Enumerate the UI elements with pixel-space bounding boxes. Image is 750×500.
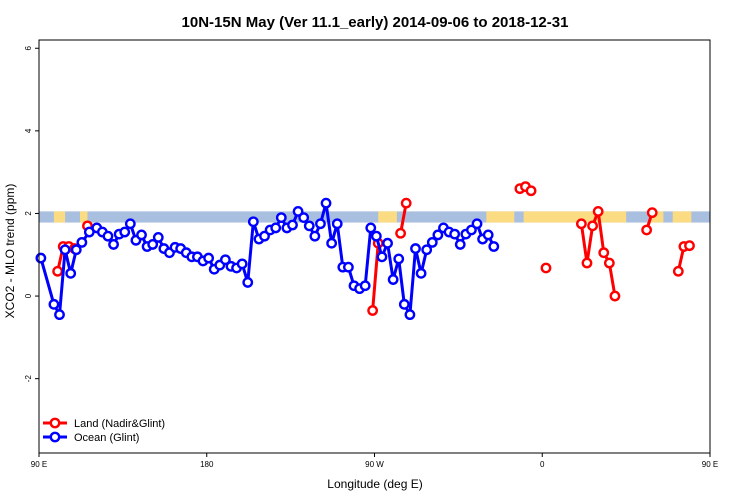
land-band-segment (650, 211, 664, 223)
ocean-point (315, 218, 326, 230)
ocean-point (421, 244, 433, 256)
ocean-point (320, 197, 332, 209)
ocean-point (59, 244, 71, 256)
land-point (609, 290, 621, 302)
x-tick-label: 90 W (365, 460, 384, 469)
x-tick-label: 90 E (702, 460, 718, 469)
legend-ocean-label: Ocean (Glint) (74, 432, 139, 444)
ocean-point (219, 254, 231, 266)
y-tick-label: 2 (24, 211, 33, 216)
ocean-point (152, 232, 164, 243)
x-tick-label: 0 (540, 460, 545, 469)
ocean-point (309, 230, 321, 242)
surface-type-band (39, 211, 710, 223)
y-tick-label: 6 (24, 45, 33, 50)
land-band-segment (486, 211, 515, 223)
data-series (35, 181, 695, 321)
land-point (367, 305, 379, 316)
ocean-point (326, 237, 338, 249)
ocean-point (365, 222, 377, 234)
ocean-point (387, 274, 399, 285)
land-point (592, 205, 604, 217)
x-axis-label: Longitude (deg E) (327, 477, 422, 491)
ocean-point (415, 267, 427, 279)
ocean-point (449, 228, 461, 240)
ocean-point (454, 239, 466, 250)
y-axis-label: XCO2 - MLO trend (ppm) (3, 184, 17, 319)
legend-box (40, 414, 190, 446)
ocean-point (54, 309, 65, 321)
land-point (540, 262, 552, 274)
land-point (587, 220, 598, 232)
ocean-point (343, 261, 354, 273)
legend-land-marker (49, 417, 61, 429)
x-tick-label: 180 (200, 460, 214, 469)
land-point (598, 247, 610, 259)
ocean-point (376, 251, 388, 263)
ocean-point (287, 219, 298, 231)
land-point (641, 224, 653, 236)
legend-land-label: Land (Nadir&Glint) (74, 418, 165, 430)
ocean-point (432, 229, 444, 241)
land-point (581, 257, 593, 269)
land-point (646, 207, 658, 219)
ocean-point (370, 230, 382, 242)
ocean-point (471, 218, 483, 230)
legend-ocean-marker (49, 431, 61, 443)
land-point (400, 197, 412, 209)
y-tick-label: -2 (24, 375, 33, 383)
ocean-point (65, 267, 77, 279)
ocean-point (298, 212, 310, 223)
ocean-point (247, 216, 259, 228)
ocean-band (39, 211, 710, 223)
land-point (575, 218, 587, 230)
ocean-point (35, 252, 47, 264)
land-series-line (371, 243, 380, 311)
ocean-point (108, 239, 119, 250)
ocean-point (236, 258, 248, 270)
ocean-point (398, 298, 410, 310)
ocean-point (331, 218, 343, 230)
legend: Land (Nadir&Glint) Ocean (Glint) (40, 414, 190, 446)
y-tick-label: 0 (24, 293, 33, 298)
land-band-segment (523, 211, 627, 223)
ocean-point (119, 226, 131, 238)
land-band-segment (672, 211, 692, 223)
ocean-point (382, 237, 393, 249)
land-point (603, 257, 615, 269)
land-band-segment (378, 211, 397, 223)
land-point (395, 227, 406, 239)
ocean-point (48, 298, 60, 310)
land-point (525, 185, 537, 197)
ocean-point (147, 239, 159, 250)
ocean-point (404, 309, 416, 321)
ocean-point (203, 252, 215, 264)
land-band-segment (80, 211, 88, 223)
ocean-point (393, 253, 405, 265)
ocean-point (242, 277, 254, 288)
ocean-point (70, 244, 82, 256)
ocean-point (426, 236, 438, 248)
ocean-point (482, 229, 494, 241)
axes: 90 E 180 90 W 0 90 E -2 0 2 4 6 (24, 45, 718, 469)
x-tick-label: 90 E (31, 460, 47, 469)
ocean-point (76, 236, 88, 248)
ocean-point (303, 220, 315, 232)
ocean-point (275, 212, 287, 223)
ocean-point (488, 241, 500, 252)
ocean-point (410, 243, 421, 254)
ocean-point (359, 280, 371, 292)
land-band-segment (53, 211, 66, 223)
ocean-point (102, 230, 114, 242)
land-point (684, 240, 695, 252)
chart-title: 10N-15N May (Ver 11.1_early) 2014-09-06 … (182, 14, 569, 31)
y-tick-label: 4 (24, 128, 33, 133)
ocean-point (124, 218, 136, 230)
land-point (52, 265, 64, 277)
land-point (672, 265, 684, 277)
ocean-point (136, 229, 147, 241)
ocean-point (270, 222, 282, 234)
